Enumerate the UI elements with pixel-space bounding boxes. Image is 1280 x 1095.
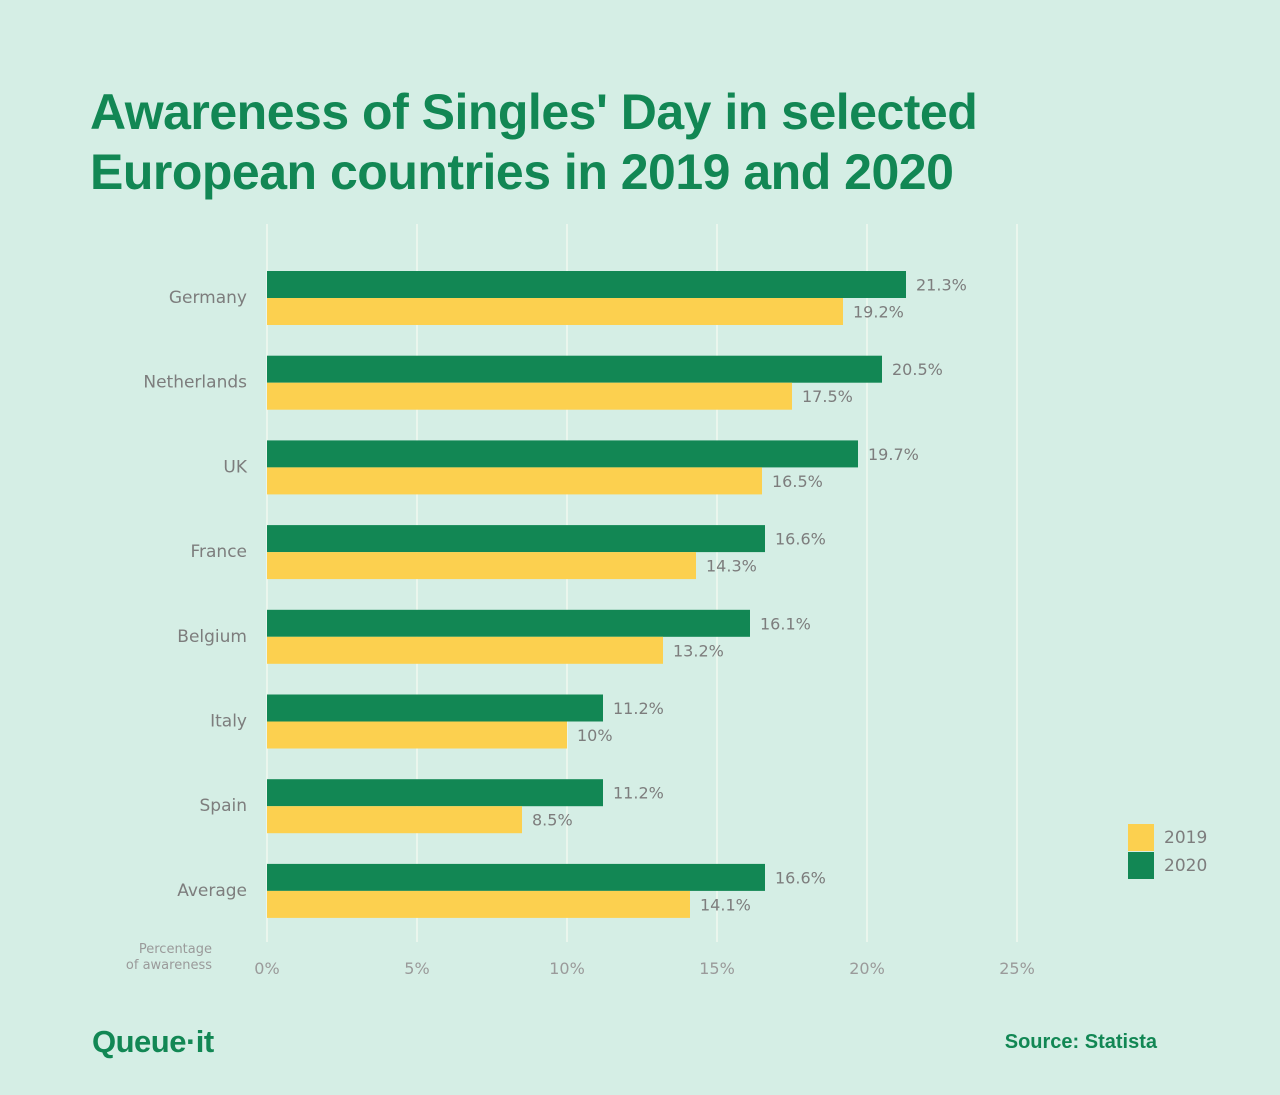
category-label-italy: Italy xyxy=(210,712,247,732)
x-axis-title-line-2: of awareness xyxy=(125,958,212,973)
category-label-france: France xyxy=(190,542,247,562)
value-label-netherlands-2019: 17.5% xyxy=(802,387,853,406)
legend-label-2019: 2019 xyxy=(1164,827,1208,848)
title-line-1: Awareness of Singles' Day in selected xyxy=(90,84,978,140)
bar-germany-2019 xyxy=(267,298,843,325)
x-axis-title: Percentage of awareness xyxy=(100,942,212,974)
x-tick-label-20: 20% xyxy=(849,959,885,978)
bar-netherlands-2019 xyxy=(267,382,792,410)
bar-belgium-2020 xyxy=(267,609,750,637)
value-label-italy-2019: 10% xyxy=(577,726,613,745)
bar-germany-2020 xyxy=(267,271,906,298)
bar-uk-2019 xyxy=(267,467,762,495)
x-tick-label-0: 0% xyxy=(254,959,279,978)
value-label-uk-2019: 16.5% xyxy=(772,472,823,491)
value-label-belgium-2019: 13.2% xyxy=(673,641,724,660)
x-axis-title-line-1: Percentage xyxy=(138,942,212,957)
x-tick-label-15: 15% xyxy=(699,959,735,978)
x-tick-label-5: 5% xyxy=(404,959,429,978)
value-label-netherlands-2020: 20.5% xyxy=(892,360,943,379)
bars xyxy=(267,271,906,918)
bar-france-2020 xyxy=(267,525,765,553)
value-label-average-2019: 14.1% xyxy=(700,895,751,914)
bar-italy-2020 xyxy=(267,694,603,722)
category-label-germany: Germany xyxy=(169,288,247,308)
legend-label-2020: 2020 xyxy=(1164,855,1208,876)
bar-spain-2020 xyxy=(267,779,603,807)
value-label-italy-2020: 11.2% xyxy=(613,699,664,718)
source-note: Source: Statista xyxy=(1004,1031,1157,1053)
bar-belgium-2019 xyxy=(267,636,663,664)
bar-uk-2020 xyxy=(267,440,858,468)
value-label-average-2020: 16.6% xyxy=(775,868,826,887)
value-label-germany-2019: 19.2% xyxy=(853,303,904,322)
chart-title: Awareness of Singles' Day in selected Eu… xyxy=(90,82,1090,202)
value-label-france-2019: 14.3% xyxy=(706,557,757,576)
x-tick-label-10: 10% xyxy=(549,959,585,978)
legend: 2019 2020 xyxy=(1128,824,1207,880)
legend-swatch-2020 xyxy=(1128,852,1154,879)
bar-average-2020 xyxy=(267,863,765,891)
category-label-spain: Spain xyxy=(200,796,248,816)
queue-it-logo: Queue·it xyxy=(92,1024,214,1059)
category-label-belgium: Belgium xyxy=(177,627,247,647)
bar-spain-2019 xyxy=(267,806,522,834)
value-label-spain-2019: 8.5% xyxy=(532,811,573,830)
legend-item-2020: 2020 xyxy=(1128,852,1207,879)
bar-italy-2019 xyxy=(267,721,567,749)
labels: 0% 5% 10% 15% 20% 25% Germany 21.3% 19.2% Netherl… xyxy=(143,276,1034,979)
bar-chart: 0% 5% 10% 15% 20% 25% Germany 21.3% 19.2% Netherl… xyxy=(143,224,1035,979)
value-label-germany-2020: 21.3% xyxy=(916,276,967,295)
value-label-france-2020: 16.6% xyxy=(775,530,826,549)
bar-netherlands-2020 xyxy=(267,355,882,383)
value-label-spain-2020: 11.2% xyxy=(613,784,664,803)
title-line-2: European countries in 2019 and 2020 xyxy=(90,144,954,200)
bar-france-2019 xyxy=(267,552,696,580)
value-label-uk-2020: 19.7% xyxy=(868,445,919,464)
value-label-belgium-2020: 16.1% xyxy=(760,614,811,633)
category-label-netherlands: Netherlands xyxy=(143,373,247,393)
category-label-uk: UK xyxy=(223,457,247,477)
legend-item-2019: 2019 xyxy=(1128,824,1207,851)
bar-average-2019 xyxy=(267,890,690,918)
x-tick-label-25: 25% xyxy=(999,959,1035,978)
gridlines xyxy=(266,224,1018,942)
category-label-average: Average xyxy=(177,881,247,901)
legend-swatch-2019 xyxy=(1128,824,1154,851)
